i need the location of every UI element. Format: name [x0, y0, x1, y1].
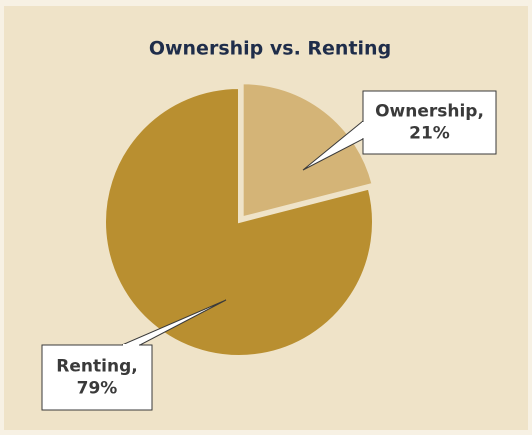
data-label: 79% — [77, 379, 118, 399]
data-label: 21% — [409, 124, 450, 144]
chart-title: Ownership vs. Renting — [149, 38, 391, 60]
callout-box — [41, 344, 153, 411]
data-label: Renting, — [56, 357, 137, 377]
pie-slice — [104, 86, 374, 357]
pie-slice — [241, 82, 374, 219]
data-label: Ownership, — [375, 102, 484, 122]
callout-box — [362, 90, 497, 155]
